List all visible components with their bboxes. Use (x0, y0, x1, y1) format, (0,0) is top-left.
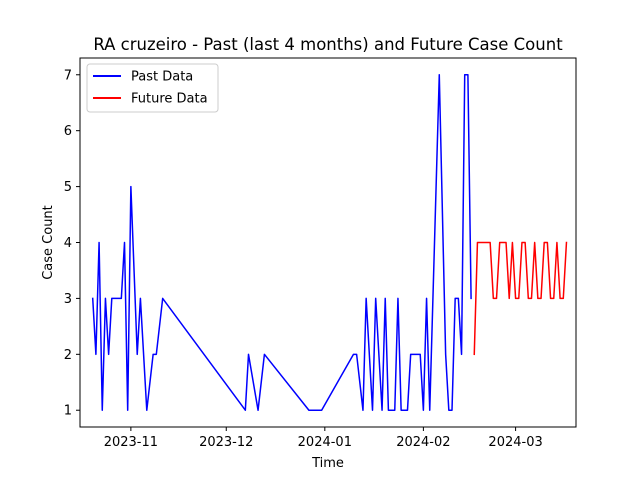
plot-frame (79, 57, 577, 428)
legend: Past Data Future Data (86, 63, 219, 113)
y-tick-label: 1 (64, 404, 72, 419)
y-tick-label: 7 (64, 68, 72, 83)
x-tick-label: 2023-12 (199, 435, 253, 450)
plot-area (80, 58, 576, 427)
chart-title: RA cruzeiro - Past (last 4 months) and F… (93, 35, 563, 54)
x-tick-label: 2024-01 (298, 435, 352, 450)
x-tick-label: 2023-11 (104, 435, 158, 450)
y-tick-label: 5 (64, 180, 72, 195)
series-line-past (91, 74, 472, 411)
legend-label-past: Past Data (131, 70, 193, 85)
series-layer (91, 74, 568, 411)
x-tick-label: 2024-03 (488, 435, 542, 450)
y-tick-label: 3 (64, 292, 72, 307)
x-axis-ticks: 2023-11 2023-12 2024-01 2024-02 2024-03 (104, 427, 543, 450)
y-tick-label: 6 (64, 124, 72, 139)
legend-label-future: Future Data (131, 92, 208, 107)
x-tick-label: 2024-02 (396, 435, 450, 450)
y-tick-label: 2 (64, 348, 72, 363)
y-axis-ticks: 1 2 3 4 5 6 7 (64, 68, 80, 419)
plot-background (80, 58, 576, 427)
series-line-future (473, 241, 568, 356)
x-axis-label: Time (311, 456, 344, 471)
y-tick-label: 4 (64, 236, 72, 251)
y-axis-label: Case Count (41, 205, 56, 280)
